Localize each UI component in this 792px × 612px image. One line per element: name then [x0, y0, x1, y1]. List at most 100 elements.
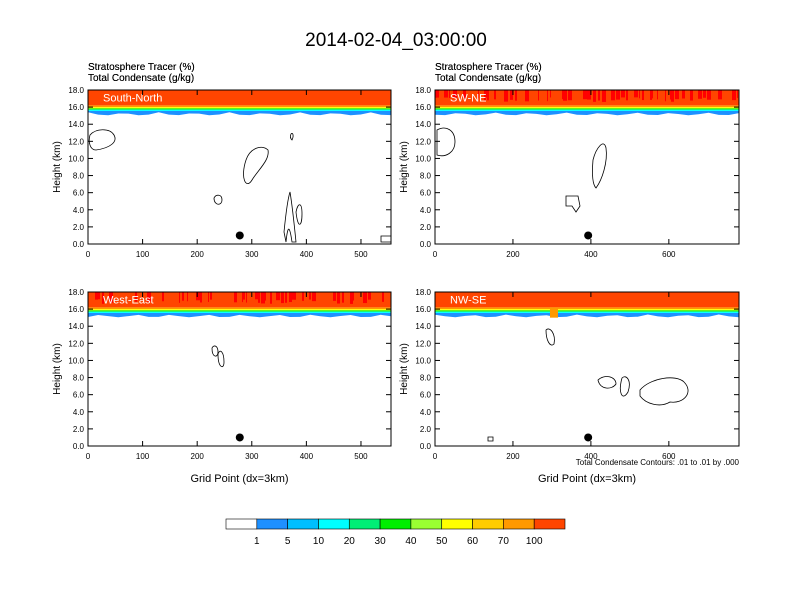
tracer-streak-100: [602, 90, 606, 102]
y-tick-label: 2.0: [420, 425, 432, 434]
y-tick-label: 6.0: [420, 391, 432, 400]
panel-label: SW-NE: [450, 93, 486, 105]
x-tick-label: 400: [584, 250, 598, 259]
condensate-contour: [487, 436, 494, 442]
condensate-contour: [436, 127, 456, 157]
condensate-contour: [592, 143, 607, 189]
tracer-streak-100: [698, 90, 702, 99]
tracer-band-20: [88, 108, 391, 110]
x-tick-label: 200: [191, 250, 205, 259]
x-tick-label: 500: [354, 250, 368, 259]
tracer-band-5: [435, 110, 739, 116]
y-tick-label: 10.0: [415, 356, 431, 365]
x-tick-label: 300: [245, 250, 259, 259]
colorbar-swatch: [287, 518, 319, 530]
tracer-streak-100: [333, 292, 336, 301]
tracer-streak-100: [210, 292, 212, 300]
y-tick-label: 14.0: [415, 120, 431, 129]
tracer-streak-100: [642, 90, 644, 101]
colorbar-label: 10: [313, 536, 325, 547]
tracer-streak-100: [657, 90, 658, 100]
plot-frame: [434, 89, 740, 245]
colorbar-swatch: [472, 518, 504, 530]
x-tick-label: 0: [86, 250, 91, 259]
tracer-streak-100: [255, 292, 258, 300]
x-tick-label: 100: [136, 452, 150, 461]
location-marker: [235, 231, 244, 240]
y-tick-label: 12.0: [415, 339, 431, 348]
condensate-contour: [283, 191, 297, 243]
colorbar-swatch: [410, 518, 443, 530]
y-tick-label: 16.0: [68, 305, 84, 314]
field-label-total-condensate: Total Condensate (g/kg): [88, 73, 194, 84]
y-tick-label: 2.0: [73, 223, 85, 232]
tracer-streak-100: [494, 90, 496, 100]
panel-label: NW-SE: [450, 295, 486, 307]
colorbar-swatch: [379, 518, 412, 530]
x-tick-label: 500: [354, 452, 368, 461]
tracer-streak-100: [242, 292, 243, 303]
tracer-streak-100: [285, 292, 287, 303]
tracer-band-40: [88, 107, 391, 109]
tracer-band-5: [88, 110, 391, 116]
tracer-streak-100: [147, 292, 151, 302]
colorbar-label: 5: [285, 536, 291, 547]
colorbar-swatch: [348, 518, 381, 530]
tracer-streak-100: [568, 90, 572, 101]
condensate-contour: [597, 376, 617, 389]
tracer-streak-100: [109, 292, 113, 303]
y-axis-label: Height (km): [52, 343, 63, 395]
y-tick-label: 18.0: [68, 288, 84, 297]
y-tick-label: 14.0: [68, 120, 84, 129]
tracer-band-10: [88, 311, 391, 313]
tracer-streak-100: [179, 292, 180, 303]
tracer-streak-100: [350, 292, 353, 304]
tracer-streak-100: [616, 90, 620, 100]
tracer-streak-100: [289, 292, 292, 303]
x-tick-label: 200: [506, 452, 520, 461]
tracer-streak-100: [598, 90, 600, 101]
condensate-contour: [639, 377, 689, 406]
y-tick-label: 12.0: [68, 137, 84, 146]
location-marker: [235, 433, 244, 442]
x-tick-label: 400: [584, 452, 598, 461]
y-tick-label: 10.0: [415, 154, 431, 163]
y-axis-label: Height (km): [52, 141, 63, 193]
y-tick-label: 0.0: [420, 240, 432, 249]
tracer-streak-100: [243, 292, 245, 300]
tracer-band-20: [435, 310, 739, 312]
tracer-streak-100: [437, 90, 439, 98]
x-tick-label: 0: [433, 452, 438, 461]
tracer-band-10: [88, 109, 391, 111]
field-label-total-condensate: Total Condensate (g/kg): [88, 73, 194, 84]
colorbar-label: 40: [405, 536, 417, 547]
colorbar-label: 50: [436, 536, 448, 547]
tracer-band-20: [435, 108, 739, 110]
colorbar-label: 70: [498, 536, 510, 547]
y-tick-label: 16.0: [415, 103, 431, 112]
tracer-streak-100: [353, 292, 354, 301]
tracer-streak-100: [652, 90, 653, 99]
tracer-streak-100: [665, 90, 666, 102]
tracer-streak-100: [342, 292, 344, 303]
condensate-contour: [243, 146, 269, 185]
colorbar-label: 20: [344, 536, 356, 547]
tracer-dip: [549, 307, 558, 318]
tracer-streak-100: [504, 90, 508, 102]
tracer-band-5: [435, 312, 739, 318]
tracer-streak-100: [337, 292, 340, 304]
colorbar-label: 60: [467, 536, 479, 547]
y-tick-label: 8.0: [73, 172, 85, 181]
tracer-streak-100: [449, 90, 450, 98]
tracer-band-40: [435, 309, 739, 311]
tracer-streak-100: [547, 90, 548, 102]
y-tick-label: 6.0: [420, 189, 432, 198]
y-tick-label: 4.0: [420, 206, 432, 215]
tracer-streak-100: [435, 90, 437, 98]
tracer-streak-100: [538, 90, 539, 101]
tracer-streak-100: [487, 90, 489, 101]
condensate-contour: [88, 129, 116, 151]
tracer-streak-100: [463, 90, 466, 99]
y-tick-label: 18.0: [68, 86, 84, 95]
tracer-band-70: [88, 90, 391, 106]
